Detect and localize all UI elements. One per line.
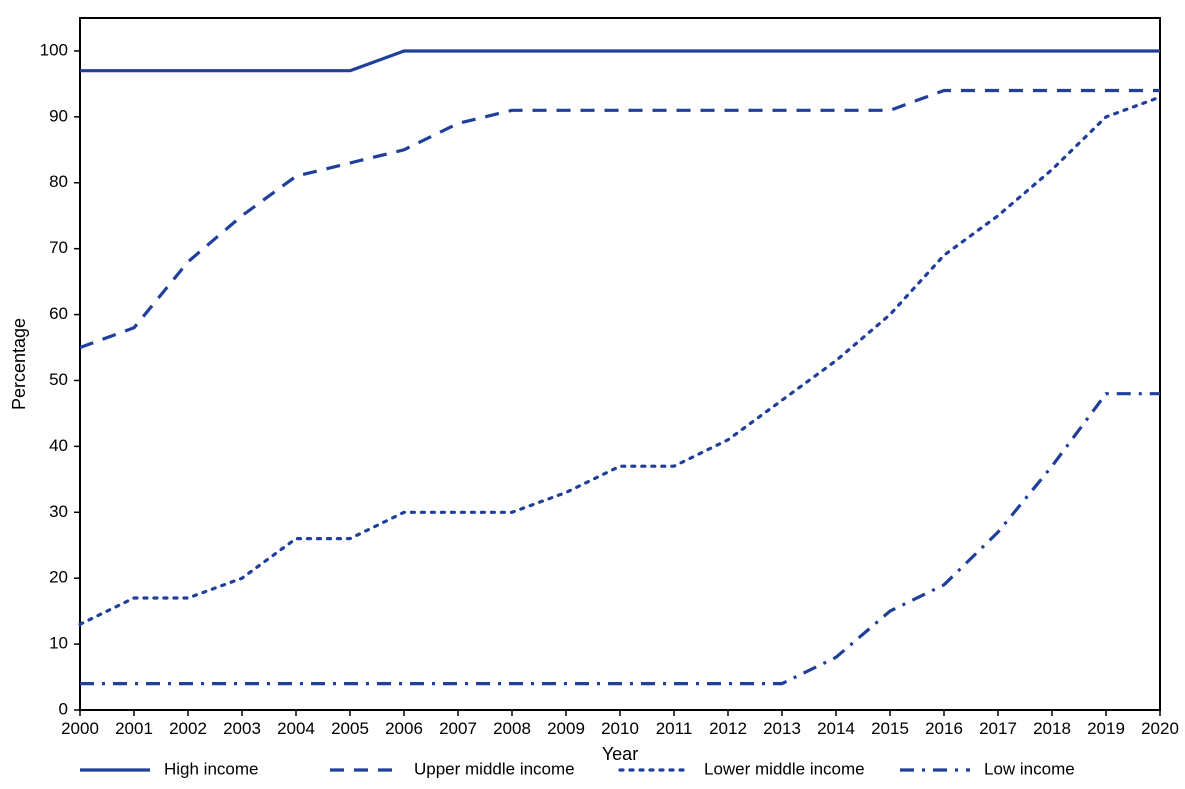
- x-tick-label: 2001: [115, 719, 153, 738]
- x-tick-label: 2010: [601, 719, 639, 738]
- x-tick-label: 2011: [656, 719, 693, 738]
- x-tick-label: 2005: [331, 719, 369, 738]
- legend-label: Lower middle income: [704, 759, 865, 778]
- line-chart-svg: 0 10 20 30 40 50 60 70 80 90 100 2000 2001 2002 2003 20…: [0, 0, 1185, 789]
- legend-label: High income: [164, 759, 259, 778]
- y-tick-label: 20: [49, 568, 68, 587]
- x-tick-label: 2012: [709, 719, 747, 738]
- y-tick-label: 80: [49, 172, 68, 191]
- x-axis-label: Year: [602, 744, 638, 764]
- x-tick-label: 2002: [169, 719, 207, 738]
- x-tick-label: 2015: [871, 719, 909, 738]
- y-tick-label: 0: [59, 699, 68, 718]
- y-tick-label: 90: [49, 106, 68, 125]
- y-tick-label: 100: [40, 40, 68, 59]
- x-tick-label: 2020: [1141, 719, 1179, 738]
- y-tick-label: 60: [49, 304, 68, 323]
- y-tick-label: 10: [49, 634, 68, 653]
- legend-label: Low income: [984, 759, 1075, 778]
- x-tick-label: 2013: [763, 719, 801, 738]
- x-tick-label: 2018: [1033, 719, 1071, 738]
- legend-label: Upper middle income: [414, 759, 575, 778]
- x-tick-label: 2007: [439, 719, 477, 738]
- x-tick-label: 2016: [925, 719, 963, 738]
- y-axis-label: Percentage: [9, 318, 29, 410]
- chart-container: 0 10 20 30 40 50 60 70 80 90 100 2000 2001 2002 2003 20…: [0, 0, 1185, 789]
- y-tick-label: 40: [49, 436, 68, 455]
- x-tick-label: 2004: [277, 719, 315, 738]
- x-tick-label: 2000: [61, 719, 99, 738]
- x-tick-label: 2003: [223, 719, 261, 738]
- x-tick-label: 2014: [817, 719, 855, 738]
- x-tick-label: 2008: [493, 719, 531, 738]
- x-tick-label: 2019: [1087, 719, 1125, 738]
- y-tick-label: 30: [49, 502, 68, 521]
- x-tick-label: 2017: [979, 719, 1017, 738]
- x-tick-label: 2009: [547, 719, 585, 738]
- y-tick-label: 70: [49, 238, 68, 257]
- y-tick-label: 50: [49, 370, 68, 389]
- x-tick-label: 2006: [385, 719, 423, 738]
